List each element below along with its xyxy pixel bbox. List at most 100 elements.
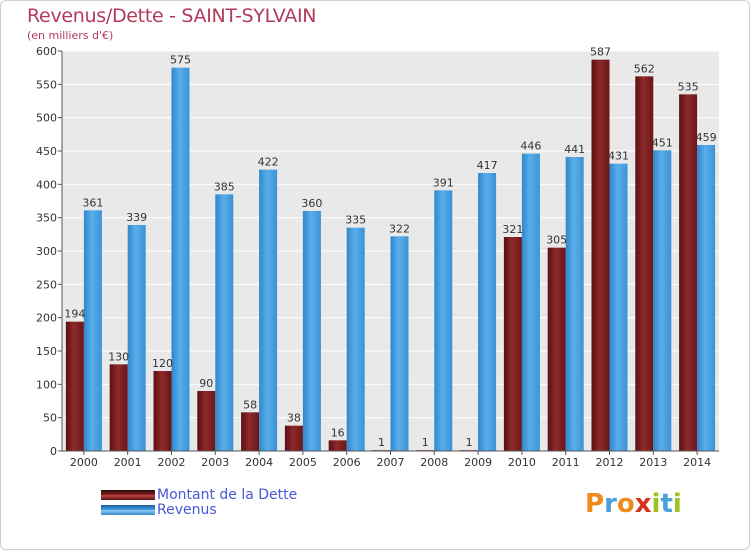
bar-dette bbox=[241, 412, 260, 451]
data-label-dette: 587 bbox=[590, 46, 611, 59]
y-tick-label: 250 bbox=[36, 278, 57, 291]
data-label-revenus: 459 bbox=[696, 131, 717, 144]
logo-letter: i bbox=[672, 489, 682, 519]
legend-swatch-revenus bbox=[101, 505, 155, 515]
logo-letter: t bbox=[660, 489, 673, 519]
bar-revenus bbox=[302, 211, 321, 451]
data-label-dette: 194 bbox=[64, 308, 85, 321]
bar-revenus bbox=[434, 190, 453, 452]
legend-swatch-debt bbox=[101, 490, 155, 500]
data-label-dette: 1 bbox=[466, 436, 473, 449]
bar-dette bbox=[591, 59, 610, 452]
x-tick-label: 2003 bbox=[201, 456, 229, 469]
x-tick-label: 2014 bbox=[683, 456, 711, 469]
bar-revenus bbox=[346, 227, 365, 451]
data-label-revenus: 391 bbox=[433, 176, 454, 189]
logo-letter: r bbox=[604, 489, 617, 519]
x-tick-label: 2011 bbox=[552, 456, 580, 469]
data-labels: 194 361 130 339 120 575 90 385 58 422 38 360 16 335 1 3… bbox=[64, 46, 716, 450]
data-label-revenus: 422 bbox=[258, 156, 279, 169]
bar-revenus bbox=[697, 145, 716, 451]
bar-revenus bbox=[653, 150, 672, 452]
x-tick-label: 2007 bbox=[377, 456, 405, 469]
bar-revenus bbox=[609, 163, 628, 451]
data-label-revenus: 417 bbox=[477, 159, 498, 172]
bar-dette bbox=[65, 321, 84, 451]
x-tick-label: 2009 bbox=[464, 456, 492, 469]
data-label-revenus: 575 bbox=[170, 54, 191, 67]
bar-revenus bbox=[478, 173, 497, 451]
bar-revenus bbox=[83, 210, 102, 451]
data-label-dette: 305 bbox=[546, 234, 567, 247]
data-label-dette: 90 bbox=[199, 377, 213, 390]
data-label-revenus: 339 bbox=[126, 211, 147, 224]
x-tick-label: 2006 bbox=[333, 456, 361, 469]
y-tick-label: 50 bbox=[43, 412, 57, 425]
data-label-revenus: 441 bbox=[564, 143, 585, 156]
legend-label-debt: Montant de la Dette bbox=[157, 487, 298, 503]
data-label-dette: 535 bbox=[678, 80, 699, 93]
y-tick-label: 600 bbox=[36, 45, 57, 58]
bar-revenus bbox=[521, 153, 540, 451]
data-label-dette: 130 bbox=[108, 350, 129, 363]
y-tick-label: 350 bbox=[36, 212, 57, 225]
bar-dette bbox=[197, 391, 216, 451]
y-tick-label: 200 bbox=[36, 312, 57, 325]
x-tick-label: 2001 bbox=[114, 456, 142, 469]
proxiti-logo: Proxiti bbox=[585, 489, 682, 519]
logo-letter: i bbox=[651, 489, 661, 519]
y-tick-label: 400 bbox=[36, 178, 57, 191]
data-label-revenus: 446 bbox=[520, 140, 541, 153]
bar-revenus bbox=[127, 225, 146, 451]
bar-dette bbox=[547, 247, 566, 451]
bar-dette bbox=[109, 364, 128, 451]
logo-letter: P bbox=[585, 489, 605, 519]
chart-subtitle: (en milliers d'€) bbox=[27, 29, 114, 42]
data-label-revenus: 335 bbox=[345, 214, 366, 227]
bar-dette bbox=[153, 371, 172, 451]
data-label-revenus: 385 bbox=[214, 180, 235, 193]
data-label-revenus: 451 bbox=[652, 136, 673, 149]
x-tick-label: 2004 bbox=[245, 456, 273, 469]
data-label-dette: 120 bbox=[152, 357, 173, 370]
data-label-dette: 321 bbox=[502, 223, 523, 236]
bar-dette bbox=[679, 94, 698, 451]
x-tick-label: 2012 bbox=[596, 456, 624, 469]
bars-group bbox=[65, 59, 716, 452]
y-tick-label: 150 bbox=[36, 345, 57, 358]
bar-revenus bbox=[259, 169, 278, 451]
bar-dette bbox=[284, 425, 303, 451]
y-tick-label: 300 bbox=[36, 245, 57, 258]
x-tick-label: 2008 bbox=[420, 456, 448, 469]
data-label-dette: 562 bbox=[634, 62, 655, 75]
x-tick-label: 2013 bbox=[639, 456, 667, 469]
chart-title: Revenus/Dette - SAINT-SYLVAIN bbox=[27, 5, 317, 27]
bar-revenus bbox=[565, 157, 584, 451]
x-tick-label: 2010 bbox=[508, 456, 536, 469]
bar-dette bbox=[503, 237, 522, 451]
logo-letter: o bbox=[616, 489, 635, 519]
logo-letter: x bbox=[634, 489, 652, 519]
x-axis: 2000 2001 2002 2003 2004 2005 2006 2007 2008 2009… bbox=[62, 450, 719, 469]
data-label-dette: 58 bbox=[243, 398, 257, 411]
y-tick-label: 0 bbox=[50, 445, 57, 458]
data-label-revenus: 360 bbox=[301, 197, 322, 210]
legend-label-revenus: Revenus bbox=[157, 502, 217, 518]
data-label-dette: 38 bbox=[287, 412, 301, 425]
bar-revenus bbox=[171, 67, 190, 452]
data-label-dette: 1 bbox=[422, 436, 429, 449]
bar-dette bbox=[635, 76, 654, 451]
data-label-dette: 1 bbox=[378, 436, 385, 449]
y-tick-label: 100 bbox=[36, 378, 57, 391]
y-tick-label: 550 bbox=[36, 78, 57, 91]
y-axis: 0 50 100 150 200 250 300 350 400 450 500 550 600 bbox=[36, 45, 63, 458]
data-label-revenus: 431 bbox=[608, 150, 629, 163]
data-label-dette: 16 bbox=[331, 426, 345, 439]
data-label-revenus: 361 bbox=[82, 196, 103, 209]
bar-revenus bbox=[215, 194, 234, 452]
bar-dette bbox=[328, 440, 347, 451]
x-tick-label: 2000 bbox=[70, 456, 98, 469]
bar-revenus bbox=[390, 236, 409, 451]
y-tick-label: 450 bbox=[36, 145, 57, 158]
